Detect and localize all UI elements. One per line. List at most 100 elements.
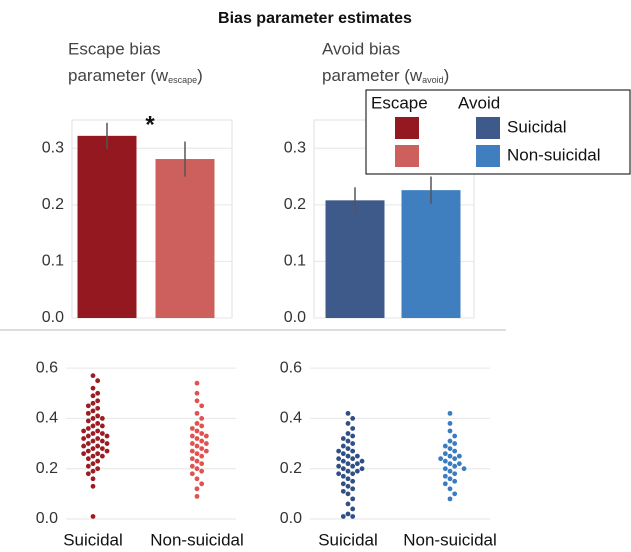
panel-title: parameter (wavoid) [322,66,449,85]
data-point [345,421,351,426]
data-point [345,501,351,507]
data-point [90,468,96,474]
y-tick-label: 0.2 [36,460,58,477]
data-point [90,438,96,444]
data-point [90,423,96,429]
data-point [81,443,87,449]
data-point [452,448,458,454]
data-point [189,426,195,431]
data-point [85,456,91,462]
data-point [345,511,351,517]
data-point [95,405,101,411]
y-tick-label: 0.2 [280,460,302,477]
bar [77,135,137,318]
data-point [90,416,96,421]
data-point [354,461,360,467]
data-point [350,506,356,512]
data-point [194,428,200,434]
bar [325,200,385,318]
data-point [203,441,209,446]
data-point [340,458,346,464]
data-point [90,408,96,414]
data-point [354,468,360,474]
panel-title: parameter (wescape) [68,66,203,85]
data-point [95,421,101,426]
data-point [95,466,101,472]
data-point [90,483,96,489]
y-tick-label: 0.2 [284,196,306,213]
data-point [442,443,448,449]
data-point [104,441,110,446]
data-point [345,468,351,474]
y-tick-label: 0.6 [280,359,302,376]
data-point [447,468,453,474]
data-point [194,476,200,482]
data-point [85,471,91,477]
data-point [447,486,453,492]
data-point [350,416,356,421]
data-point [189,433,195,439]
data-point [452,478,458,484]
data-point [350,441,356,446]
data-point [350,486,356,492]
data-point [350,496,356,502]
data-point [350,478,356,484]
data-point [340,481,346,487]
data-point [194,380,200,386]
legend-header: Escape [371,93,428,112]
data-point [199,416,205,421]
data-point [447,428,453,434]
data-point [194,390,200,396]
y-tick-label: 0.0 [36,510,58,527]
data-point [81,428,87,434]
data-point [199,453,205,459]
data-point [199,468,205,474]
data-point [350,448,356,454]
data-point [350,426,356,431]
data-point [442,458,448,464]
data-point [345,410,351,416]
data-point [95,378,101,384]
legend-swatch [476,145,500,167]
y-tick-label: 0.0 [280,510,302,527]
data-point [194,443,200,449]
data-point [99,416,105,421]
data-point [194,466,200,472]
data-point [438,456,444,462]
legend-swatch [476,117,500,139]
legend-swatch [395,145,419,167]
data-point [350,433,356,439]
data-point [336,463,342,469]
data-point [95,428,101,434]
data-point [95,443,101,449]
data-point [340,436,346,441]
data-point [199,438,205,444]
data-point [340,514,346,519]
legend-header: Avoid [458,93,500,112]
data-point [90,431,96,436]
y-tick-label: 0.3 [42,140,64,157]
data-point [461,466,467,472]
data-point [194,410,200,416]
data-point [447,421,453,426]
y-tick-label: 0.4 [280,410,302,427]
data-point [442,481,448,487]
legend-swatch [395,117,419,139]
data-point [442,466,448,472]
data-point [99,431,105,436]
data-point [90,514,96,519]
panel-title-suffix: ) [444,66,450,85]
data-point [350,463,356,469]
panel-title-text: parameter (w [68,66,169,85]
data-point [85,426,91,431]
data-point [90,400,96,406]
bar [401,190,461,318]
data-point [345,453,351,459]
data-point [199,481,205,487]
x-tick-label: Suicidal [318,530,378,549]
data-point [85,418,91,424]
data-point [340,473,346,479]
data-point [345,461,351,467]
data-point [90,446,96,451]
data-point [81,451,87,457]
